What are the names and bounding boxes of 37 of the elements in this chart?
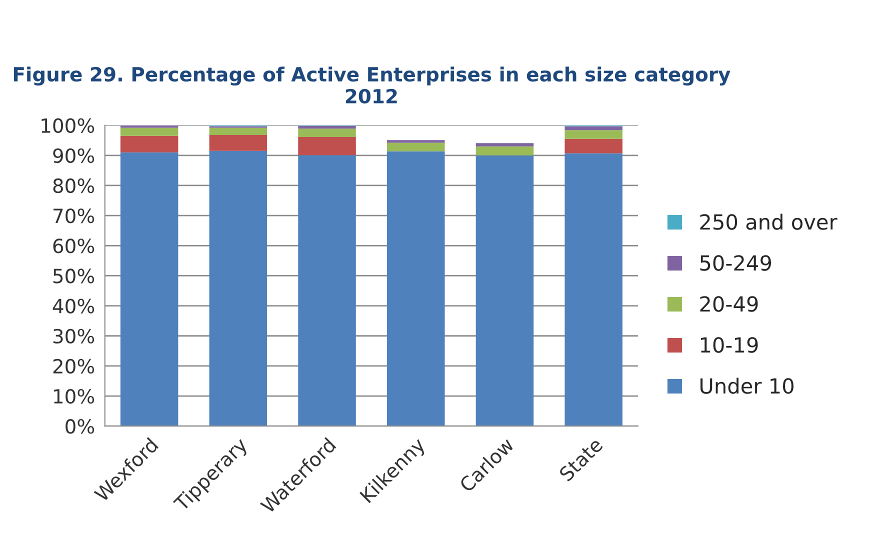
bar [120, 136, 178, 152]
bar [476, 143, 534, 146]
y-tick-label: 50% [53, 268, 94, 284]
bar [298, 128, 356, 138]
bar [209, 150, 268, 426]
bar [564, 126, 622, 130]
bar [476, 155, 534, 426]
y-tick-label: 40% [52, 298, 94, 314]
y-tick-label: 10% [54, 388, 94, 404]
legend-label: 10-19 [700, 337, 758, 353]
chart-title: Figure 29. Percentage of Active Enterprises in each size category 2012 [14, 66, 730, 104]
legend-label: Under 10 [700, 378, 794, 394]
bar [564, 153, 622, 426]
bar [298, 155, 356, 426]
legend-label: 20-49 [700, 296, 758, 312]
bar [387, 142, 445, 152]
y-tick-label: 20% [53, 358, 94, 374]
bar [209, 128, 268, 135]
y-tick-label: 100% [42, 118, 94, 133]
y-tick-label: 70% [54, 208, 94, 224]
y-tick-label: 30% [53, 328, 94, 344]
y-tick-label: 80% [53, 178, 94, 194]
y-tick-label: 0% [66, 419, 94, 434]
bar [298, 137, 356, 156]
bar [564, 130, 622, 139]
bar [209, 134, 268, 151]
bar [476, 146, 534, 156]
bar [564, 138, 622, 154]
bar [120, 152, 178, 426]
bar [120, 128, 178, 136]
y-tick-label: 60% [53, 238, 94, 254]
y-tick-label: 90% [53, 148, 94, 164]
legend-label: 250 and over [700, 214, 838, 230]
bar [387, 151, 445, 426]
bar [387, 140, 445, 143]
bar [298, 126, 356, 129]
legend-label: 50-249 [700, 255, 772, 271]
